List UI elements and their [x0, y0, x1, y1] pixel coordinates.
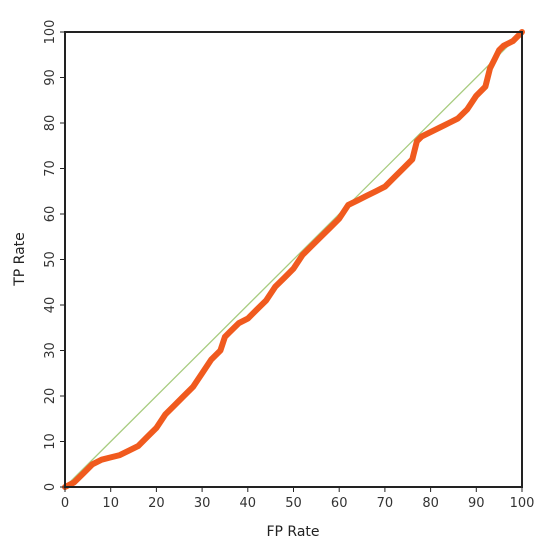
x-tick-label: 40 — [240, 496, 257, 511]
x-tick-label: 90 — [468, 496, 485, 511]
y-tick-label: 90 — [43, 69, 58, 86]
y-tick-label: 20 — [43, 388, 58, 405]
plot-area — [62, 29, 525, 490]
x-tick-label: 100 — [510, 496, 535, 511]
roc-curve-line — [62, 29, 525, 490]
x-axis-title: FP Rate — [266, 524, 319, 540]
x-tick-label: 20 — [148, 496, 165, 511]
x-tick-label: 70 — [377, 496, 394, 511]
y-tick-label: 100 — [43, 20, 58, 45]
y-tick-label: 80 — [43, 115, 58, 132]
y-tick-label: 60 — [43, 206, 58, 223]
y-tick-label: 50 — [43, 251, 58, 268]
y-tick-label: 0 — [43, 483, 58, 491]
x-tick-label: 10 — [102, 496, 119, 511]
x-tick-label: 0 — [61, 496, 69, 511]
x-tick-label: 80 — [422, 496, 439, 511]
y-axis-title: TP Rate — [12, 232, 28, 287]
y-tick-label: 70 — [43, 160, 58, 177]
y-tick-label: 30 — [43, 342, 58, 359]
y-tick-label: 40 — [43, 297, 58, 314]
x-tick-label: 30 — [194, 496, 211, 511]
diagonal-reference-line — [64, 31, 523, 488]
y-tick-label: 10 — [43, 433, 58, 450]
x-tick-label: 50 — [285, 496, 302, 511]
x-axis-ticks: 0 10 20 30 40 50 60 70 80 90 100 — [61, 487, 535, 511]
y-axis-ticks: 0 10 20 30 40 50 60 70 80 90 100 — [43, 20, 65, 491]
x-tick-label: 60 — [331, 496, 348, 511]
